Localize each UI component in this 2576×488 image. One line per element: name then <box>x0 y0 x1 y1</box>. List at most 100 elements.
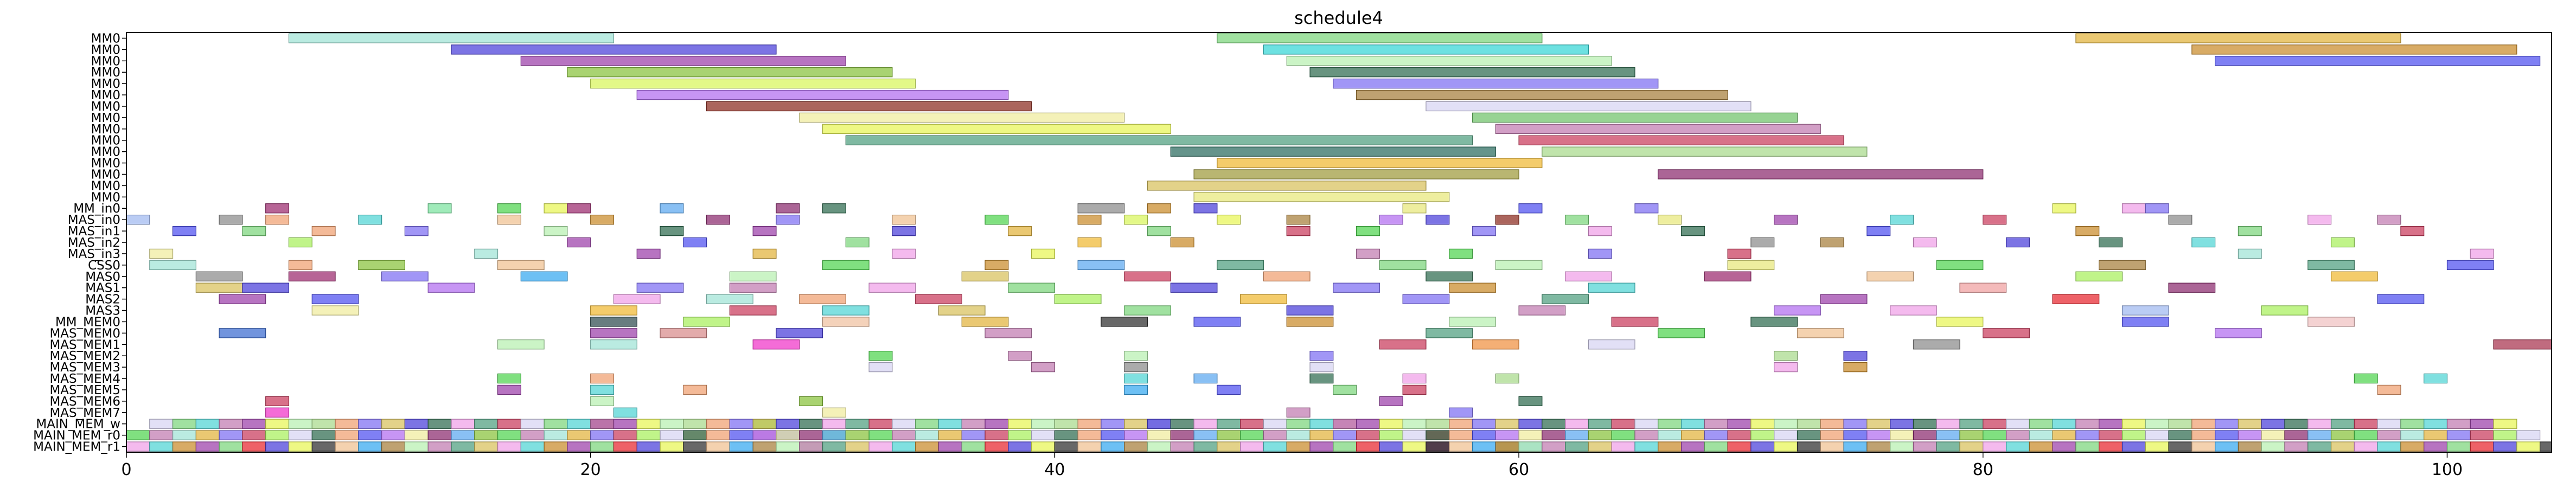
task-bar <box>822 407 846 418</box>
memory-slot-bar <box>1704 430 1728 440</box>
memory-slot-bar <box>335 419 359 429</box>
task-bar <box>1495 124 1821 134</box>
memory-slot-bar <box>1263 441 1287 452</box>
x-axis-ticks: 0 20 40 60 80 100 <box>121 452 2463 479</box>
memory-slot-bar <box>590 419 615 429</box>
task-bar <box>1286 407 1311 418</box>
task-bar <box>868 282 916 293</box>
task-bar <box>822 203 846 214</box>
memory-slot-bar <box>2029 430 2053 440</box>
memory-slot-bar <box>1263 419 1287 429</box>
task-bar <box>1449 248 1473 259</box>
task-bar <box>1031 248 1055 259</box>
task-bar <box>1286 317 1334 327</box>
memory-slot-bar <box>1402 441 1427 452</box>
task-bar <box>752 248 777 259</box>
memory-slot-bar <box>1101 419 1125 429</box>
task-bar <box>1379 339 1427 350</box>
task-bar <box>1170 282 1218 293</box>
y-tick-label: MM0 <box>91 157 120 171</box>
memory-slot-bar <box>1147 441 1171 452</box>
memory-slot-bar <box>1959 441 1984 452</box>
memory-slot-bar <box>938 430 962 440</box>
memory-slot-bar <box>311 419 336 429</box>
task-bar <box>729 271 777 281</box>
memory-slot-bar <box>1704 441 1728 452</box>
memory-slot-bar <box>2284 430 2309 440</box>
y-tick-label: MM0 <box>91 66 120 80</box>
memory-slot-bar <box>985 419 1009 429</box>
memory-slot-bar <box>567 441 591 452</box>
task-bar <box>149 248 174 259</box>
memory-slot-bar <box>2005 430 2030 440</box>
task-bar <box>2075 226 2100 236</box>
memory-slot-bar <box>520 441 545 452</box>
memory-slot-bar <box>358 419 382 429</box>
memory-slot-bar <box>2307 419 2332 429</box>
memory-slot-bar <box>2121 441 2146 452</box>
task-bar <box>1402 294 1450 304</box>
task-bar <box>1472 112 1798 123</box>
memory-slot-bar <box>1356 430 1380 440</box>
memory-slot-bar <box>2446 419 2471 429</box>
task-bar <box>195 271 243 281</box>
memory-slot-bar <box>2446 430 2471 440</box>
memory-slot-bar <box>242 441 266 452</box>
memory-slot-bar <box>1820 419 1844 429</box>
memory-slot-bar <box>1588 419 1612 429</box>
task-bar <box>1727 248 1752 259</box>
memory-slot-bar <box>2470 430 2494 440</box>
memory-slot-bar <box>2052 419 2076 429</box>
memory-slot-bar <box>2307 441 2332 452</box>
task-bar <box>2075 33 2401 43</box>
memory-slot-bar <box>2424 441 2448 452</box>
task-bar <box>1936 260 1984 271</box>
memory-slot-bar <box>1658 419 1682 429</box>
memory-slot-bar <box>1797 441 1821 452</box>
task-bar <box>1077 203 1125 214</box>
memory-slot-bar <box>2284 441 2309 452</box>
memory-slot-bar <box>961 441 986 452</box>
task-bar <box>1147 226 1171 236</box>
memory-slot-bar <box>2215 430 2239 440</box>
task-bar <box>683 317 731 327</box>
memory-slot-bar <box>1193 430 1218 440</box>
task-bar <box>451 44 777 55</box>
memory-slot-bar <box>1658 430 1682 440</box>
memory-slot-bar <box>1820 441 1844 452</box>
memory-slot-bar <box>2261 430 2285 440</box>
task-bar <box>567 237 591 248</box>
memory-slot-bar <box>752 419 777 429</box>
task-bar <box>1565 271 1612 281</box>
memory-slot-bar <box>1379 430 1403 440</box>
y-tick-label: MAS_MEM3 <box>49 361 120 375</box>
memory-slot-bar <box>2215 419 2239 429</box>
memory-slot-bar <box>2029 419 2053 429</box>
memory-slot-bar <box>126 441 150 452</box>
task-bar <box>2470 248 2494 259</box>
task-bar <box>1286 226 1311 236</box>
memory-slot-bar <box>799 430 823 440</box>
memory-slot-bar <box>2377 430 2401 440</box>
memory-slot-bar <box>1565 430 1589 440</box>
memory-slot-bar <box>1727 430 1752 440</box>
task-bar <box>729 282 777 293</box>
task-bar <box>2099 260 2146 271</box>
task-bar <box>776 214 800 225</box>
memory-slot-bar <box>1611 419 1635 429</box>
task-bar <box>1356 226 1380 236</box>
memory-slot-bar <box>288 419 312 429</box>
memory-slot-bar <box>706 441 731 452</box>
y-tick-label: MAS_MEM4 <box>49 372 120 386</box>
task-bar <box>2261 305 2309 316</box>
memory-slot-bar <box>1379 441 1403 452</box>
memory-slot-bar <box>195 441 220 452</box>
memory-slot-bar <box>1402 419 1427 429</box>
task-bar <box>1217 158 1543 168</box>
task-bar <box>961 271 1009 281</box>
task-bar <box>544 203 568 214</box>
task-bar <box>288 33 615 43</box>
memory-slot-bar <box>868 430 893 440</box>
y-tick-label: MM0 <box>91 31 120 46</box>
task-bar <box>2121 203 2146 214</box>
